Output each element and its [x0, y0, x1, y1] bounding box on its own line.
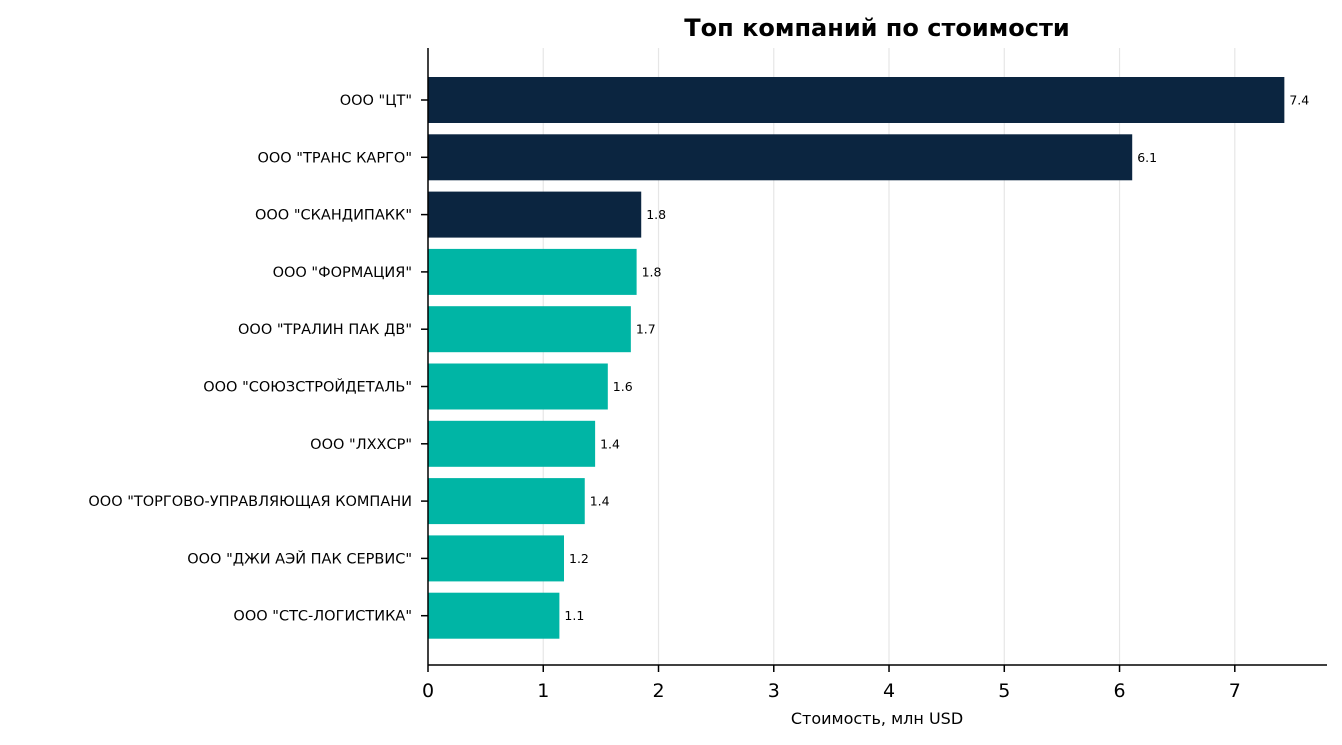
data-label: 7.4	[1289, 93, 1309, 108]
category-label: ООО "СКАНДИПАКК"	[255, 208, 412, 224]
data-label: 1.2	[569, 551, 589, 566]
bar	[428, 77, 1285, 123]
category-label: ООО "ТРАНС КАРГО"	[257, 150, 412, 166]
bar	[428, 592, 560, 639]
bar	[428, 191, 642, 238]
chart-title: Топ компаний по стоимости	[684, 14, 1069, 42]
x-tick-label: 3	[768, 680, 780, 702]
x-tick-label: 4	[883, 680, 895, 702]
bar	[428, 535, 565, 582]
bar	[428, 248, 637, 295]
category-label: ООО "ЛХХСР"	[310, 437, 412, 453]
x-tick-label: 0	[422, 680, 434, 702]
category-label: ООО "СОЮЗСТРОЙДЕТАЛЬ"	[203, 378, 412, 396]
bar	[428, 420, 596, 467]
x-tick-label: 7	[1229, 680, 1241, 702]
x-ticks: 0 1 2 3 4 5 6 7	[422, 665, 1241, 702]
x-axis-title: Стоимость, млн USD	[791, 709, 963, 728]
axes	[427, 48, 1327, 666]
data-label: 1.4	[600, 436, 620, 451]
bar	[428, 134, 1133, 181]
x-tick-label: 5	[998, 680, 1010, 702]
y-category-labels: ООО "ЦТ" ООО "ТРАНС КАРГО" ООО "СКАНДИПАКК…	[88, 93, 428, 625]
bar	[428, 306, 631, 353]
category-label: ООО "СТС-ЛОГИСТИКА"	[233, 609, 412, 625]
data-label: 1.6	[613, 379, 633, 394]
data-label: 1.7	[636, 322, 656, 337]
data-label: 1.4	[590, 494, 610, 509]
category-label: ООО "ФОРМАЦИЯ"	[273, 265, 412, 281]
bar	[428, 478, 585, 525]
x-tick-label: 6	[1113, 680, 1125, 702]
x-tick-label: 2	[652, 680, 664, 702]
value-labels: 7.4 6.1 1.8 1.8 1.7 1.6 1.4 1.4 1.2 1.1	[564, 93, 1309, 624]
category-label: ООО "ТРАЛИН ПАК ДВ"	[238, 322, 412, 338]
category-label: ООО "ЦТ"	[340, 93, 412, 109]
x-tick-label: 1	[537, 680, 549, 702]
data-label: 1.1	[564, 608, 584, 623]
data-label: 6.1	[1137, 150, 1157, 165]
bar	[428, 363, 608, 410]
category-label: ООО "ДЖИ АЭЙ ПАК СЕРВИС"	[187, 549, 412, 567]
data-label: 1.8	[646, 207, 666, 222]
bars	[428, 77, 1285, 639]
data-label: 1.8	[642, 264, 662, 279]
category-label: ООО "ТОРГОВО-УПРАВЛЯЮЩАЯ КОМПАНИ	[88, 494, 412, 510]
